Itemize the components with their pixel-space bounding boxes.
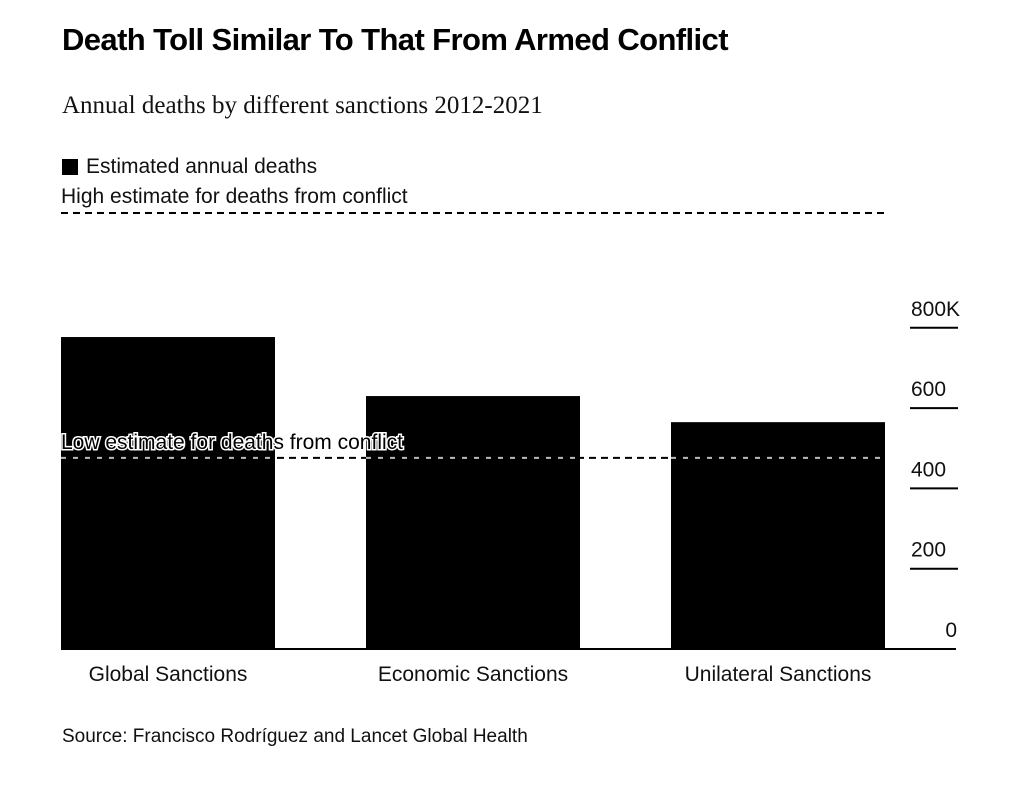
legend-swatch-icon: [62, 159, 78, 175]
bar: [366, 396, 580, 649]
legend-label: Estimated annual deaths: [86, 155, 318, 178]
y-tick-label: 200: [911, 539, 946, 562]
category-label: Global Sanctions: [89, 663, 248, 686]
chart-title: Death Toll Similar To That From Armed Co…: [62, 22, 729, 57]
category-label: Unilateral Sanctions: [685, 663, 872, 686]
low-estimate-label: Low estimate for deaths from conflict: [61, 431, 403, 454]
y-tick-label: 800K: [911, 298, 960, 321]
bar: [61, 337, 275, 649]
category-label: Economic Sanctions: [378, 663, 568, 686]
source-note: Source: Francisco Rodríguez and Lancet G…: [62, 726, 528, 747]
y-tick-label: 400: [911, 458, 946, 481]
legend: Estimated annual deaths: [62, 155, 317, 179]
bar: [671, 422, 885, 649]
high-estimate-label: High estimate for deaths from conflict: [61, 185, 408, 208]
y-tick-label: 0: [945, 619, 957, 642]
y-tick-label: 600: [911, 378, 946, 401]
chart-subtitle: Annual deaths by different sanctions 201…: [62, 92, 543, 119]
